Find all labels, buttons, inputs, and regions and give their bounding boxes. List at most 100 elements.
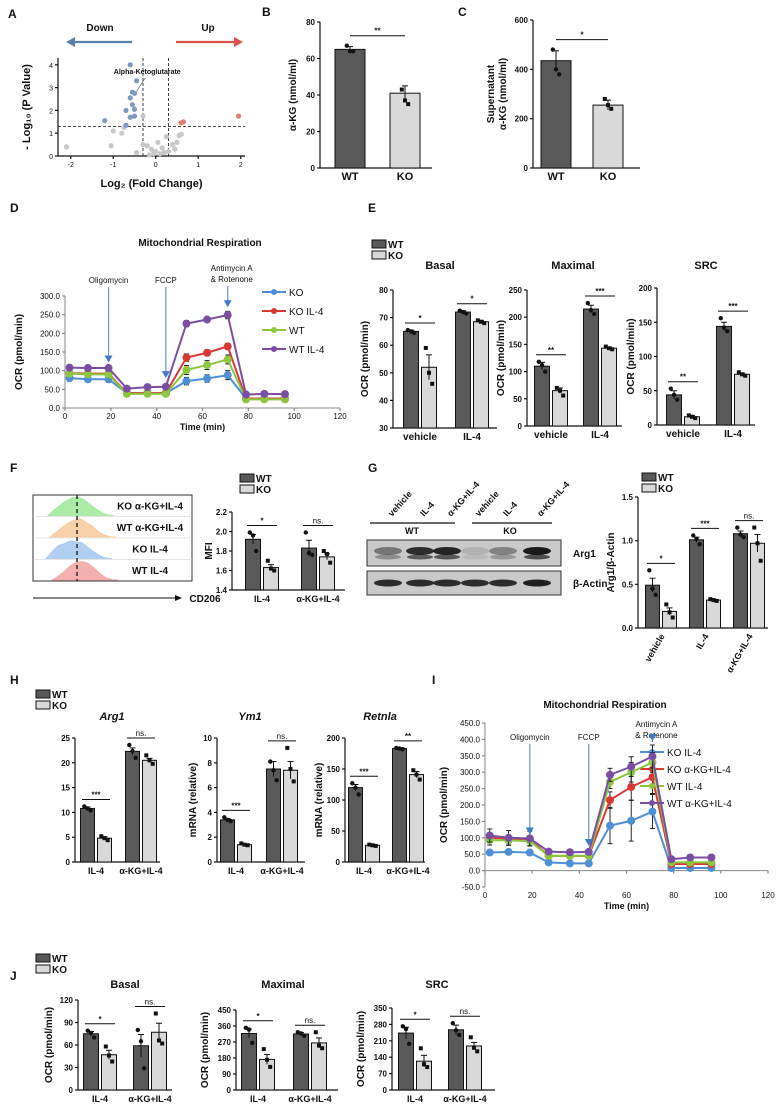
chart-title: Basal — [425, 260, 454, 272]
histogram-label: WT IL-4 — [132, 566, 169, 577]
series-point — [223, 355, 232, 364]
data-point — [693, 416, 698, 421]
data-point — [417, 777, 422, 782]
y-tick-label: 1 — [49, 131, 53, 138]
data-point — [606, 103, 610, 108]
significance-label: ** — [374, 27, 381, 36]
point-ns — [159, 145, 165, 151]
series-point — [161, 382, 170, 391]
data-point — [407, 1041, 412, 1047]
data-point — [110, 1059, 115, 1064]
lane-label: IL-4 — [501, 500, 519, 519]
series-point — [544, 847, 553, 856]
panel-label-a: A — [8, 7, 17, 21]
y-tick-label: 90 — [222, 1070, 231, 1079]
y-tick-label: 3 — [49, 86, 53, 93]
x-tick-label: 80 — [669, 891, 678, 900]
data-point — [153, 1011, 158, 1016]
volcano-plot: -2 -1 0 1 2 0 1 2 3 4 Alpha-Ketoglutarate Down Up Log… — [21, 23, 245, 190]
data-point — [82, 804, 87, 809]
x-axis-label: Time (min) — [180, 422, 225, 432]
series-point — [707, 853, 716, 862]
protein-band — [407, 554, 433, 560]
legend-label-wt: WT — [52, 954, 68, 965]
x-tick-label: 2 — [239, 162, 243, 169]
data-point — [268, 1064, 273, 1069]
significance-label: *** — [91, 790, 101, 799]
point-down — [131, 106, 138, 112]
y-axis-label: OCR (pmol/min) — [44, 1007, 55, 1083]
bar-chart-j-basal: 0 30 60 90 120 IL-4 α-KG+IL-4 * ns. Basal OCR (pmo… — [44, 979, 172, 1104]
x-tick-label: 60 — [622, 891, 631, 900]
y-tick-label: 0 — [336, 858, 341, 867]
up-arrow-head — [234, 37, 243, 47]
series-point — [161, 389, 170, 398]
y-tick-label: 25 — [61, 734, 70, 743]
y-tick-label: 80 — [379, 286, 388, 295]
group-label-ko: KO — [503, 526, 517, 536]
point-ns — [170, 142, 176, 148]
histogram-peak — [50, 561, 119, 581]
series-point — [281, 390, 289, 399]
y-tick-label: 1.8 — [216, 547, 228, 556]
data-point — [313, 1030, 318, 1035]
data-point — [144, 753, 149, 758]
series-point — [627, 782, 636, 791]
series-point — [104, 370, 113, 379]
y-tick-label: 50 — [379, 369, 388, 378]
series-point — [648, 807, 657, 816]
data-point — [610, 347, 615, 352]
panel-label-h: H — [10, 673, 19, 687]
panel-label-d: D — [10, 201, 19, 215]
data-point — [351, 49, 356, 54]
y-tick-label: -50.0 — [462, 883, 481, 892]
y-tick-label: 2 — [49, 108, 53, 115]
protein-band — [490, 554, 516, 560]
data-point — [411, 768, 416, 773]
series-point — [565, 848, 574, 857]
lane-label: IL-4 — [418, 500, 436, 519]
data-point — [328, 560, 333, 565]
bar-ko — [263, 567, 279, 591]
significance-label: ns. — [305, 1016, 316, 1025]
significance-label: ns. — [744, 512, 755, 521]
data-point — [268, 759, 273, 764]
y-tick-label: 90 — [64, 1019, 73, 1028]
y-tick-label: 150.0 — [460, 817, 481, 826]
y-tick-label: 30 — [379, 424, 388, 433]
bar-wt — [220, 819, 235, 863]
y-tick-label: 1.4 — [216, 586, 228, 595]
legend-swatch-ko — [371, 250, 387, 260]
data-point — [664, 602, 669, 607]
point-down — [131, 113, 138, 119]
series-point — [686, 853, 695, 862]
bar-ko — [101, 1054, 117, 1091]
x-tick-label: vehicle — [534, 430, 568, 441]
legend-swatch-wt — [35, 953, 51, 963]
point-ns — [140, 142, 146, 148]
y-tick-label: 60 — [306, 55, 315, 64]
data-point — [668, 386, 673, 391]
treatment-label: Oligomycin — [510, 733, 550, 742]
x-tick-label: α-KG+IL-4 — [128, 1094, 171, 1104]
series-point — [544, 858, 553, 867]
lane-label: α-KG+IL-4 — [535, 479, 571, 518]
y-tick-label: 450.0 — [460, 719, 481, 728]
data-point — [85, 1028, 91, 1033]
data-point — [298, 1031, 304, 1036]
data-point — [741, 534, 746, 540]
point-ns — [174, 139, 180, 145]
arrow-head-icon — [648, 734, 657, 742]
chart-title: Arg1 — [98, 711, 124, 723]
series-point — [525, 834, 534, 843]
y-axis-label: OCR (pmol/min) — [439, 767, 450, 843]
series-point — [203, 374, 212, 383]
point-ns — [157, 151, 163, 157]
data-point — [414, 772, 419, 777]
x-tick-label: KO — [397, 171, 414, 183]
series-point — [143, 389, 152, 398]
y-axis-label: OCR (pmol/min) — [626, 318, 637, 394]
